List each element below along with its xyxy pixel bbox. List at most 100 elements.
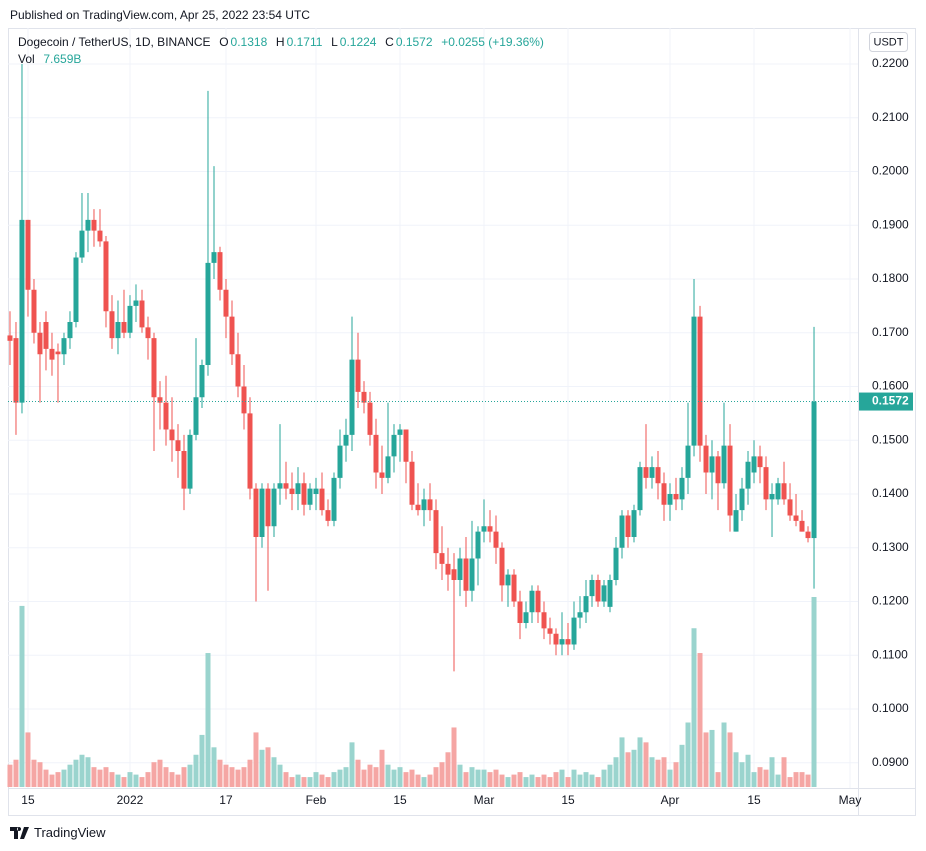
volume-bar bbox=[403, 772, 409, 787]
volume-bar bbox=[523, 777, 529, 787]
ohlc-value: 0.1224 bbox=[339, 35, 377, 49]
volume-bar bbox=[439, 762, 445, 787]
volume-bar bbox=[289, 777, 295, 787]
y-tick-label: 0.2000 bbox=[872, 164, 909, 178]
candle-body bbox=[127, 305, 133, 333]
y-tick-label: 0.1900 bbox=[872, 217, 909, 231]
candle-body bbox=[253, 488, 259, 537]
volume-bar bbox=[259, 749, 265, 787]
volume-bar bbox=[487, 772, 493, 787]
candle-body bbox=[91, 219, 97, 231]
candle-body bbox=[211, 252, 217, 263]
volume-bar bbox=[667, 769, 673, 787]
volume-bar bbox=[391, 769, 397, 787]
candle-body bbox=[541, 612, 547, 629]
candle-body bbox=[709, 456, 715, 473]
currency-label[interactable]: USDT bbox=[874, 36, 904, 48]
volume-bar bbox=[19, 605, 25, 787]
candle-body bbox=[13, 338, 19, 403]
candle-body bbox=[613, 547, 619, 580]
candle-body bbox=[361, 391, 367, 403]
candle-body bbox=[355, 359, 361, 392]
candle-body bbox=[769, 493, 775, 500]
volume-bar bbox=[703, 732, 709, 787]
candle-body bbox=[427, 499, 433, 511]
volume-bar bbox=[271, 757, 277, 787]
volume-bar bbox=[199, 734, 205, 787]
brand-name: TradingView bbox=[34, 825, 106, 840]
candle-body bbox=[271, 488, 277, 527]
candle-body bbox=[781, 483, 787, 500]
volume-bar bbox=[727, 732, 733, 787]
legend-header: Dogecoin / TetherUS, 1D, BINANCE O 0.1318… bbox=[18, 34, 546, 68]
volume-bar bbox=[283, 772, 289, 787]
volume-bar bbox=[139, 777, 145, 787]
volume-bar bbox=[421, 777, 427, 787]
candle-body bbox=[235, 354, 241, 387]
candle-body bbox=[439, 553, 445, 564]
volume-bar bbox=[475, 769, 481, 787]
candle-body bbox=[703, 445, 709, 473]
volume-bar bbox=[769, 757, 775, 787]
candle-body bbox=[325, 510, 331, 521]
volume-bar bbox=[367, 764, 373, 787]
brand-logo: TradingView bbox=[10, 825, 106, 840]
volume-bar bbox=[25, 732, 31, 787]
candle-body bbox=[379, 472, 385, 478]
volume-bar bbox=[385, 764, 391, 787]
candle-body bbox=[571, 617, 577, 645]
candle-body bbox=[163, 402, 169, 430]
y-tick-label: 0.1300 bbox=[872, 540, 909, 554]
volume-bar bbox=[409, 769, 415, 787]
volume-bar bbox=[163, 767, 169, 787]
currency-button[interactable] bbox=[869, 32, 908, 52]
last-price-box bbox=[859, 392, 913, 411]
volume-bar bbox=[115, 774, 121, 787]
volume-layer bbox=[7, 597, 817, 787]
candle-body bbox=[535, 590, 541, 613]
volume-bar bbox=[781, 757, 787, 787]
volume-bar bbox=[325, 777, 331, 787]
volume-bar bbox=[565, 777, 571, 787]
candle-body bbox=[151, 338, 157, 398]
y-tick-label: 0.1400 bbox=[872, 486, 909, 500]
change: +0.0255 (+19.36%) bbox=[441, 35, 544, 49]
volume-bar bbox=[445, 752, 451, 787]
candle-body bbox=[67, 322, 73, 339]
volume-bar bbox=[103, 767, 109, 787]
candle-body bbox=[229, 316, 235, 355]
volume-bar bbox=[715, 772, 721, 787]
volume-bar bbox=[679, 744, 685, 787]
candle-body bbox=[181, 450, 187, 489]
candle-body bbox=[205, 262, 211, 366]
candle-body bbox=[583, 596, 589, 613]
candle-body bbox=[385, 456, 391, 478]
volume-row: Vol 7.659B bbox=[18, 51, 546, 68]
candle-body bbox=[415, 504, 421, 511]
volume-bar bbox=[739, 762, 745, 787]
volume-bar bbox=[649, 757, 655, 787]
candle-body bbox=[289, 488, 295, 494]
volume-bar bbox=[331, 772, 337, 787]
candle-body bbox=[187, 434, 193, 489]
candle-body bbox=[595, 579, 601, 602]
candle-body bbox=[199, 365, 205, 398]
volume-bar bbox=[97, 769, 103, 787]
y-tick-label: 0.1800 bbox=[872, 271, 909, 285]
volume-bar bbox=[343, 767, 349, 787]
candle-body bbox=[349, 359, 355, 435]
volume-bar bbox=[517, 772, 523, 787]
volume-bar bbox=[685, 722, 691, 787]
last-price-label: 0.1572 bbox=[872, 394, 909, 408]
x-tick-label: Mar bbox=[474, 793, 495, 807]
volume-bar bbox=[379, 749, 385, 787]
volume-bar bbox=[451, 727, 457, 787]
candle-body bbox=[733, 510, 739, 532]
candle-body bbox=[499, 547, 505, 586]
candle-body bbox=[715, 456, 721, 484]
volume-bar bbox=[217, 759, 223, 787]
candle-body bbox=[301, 483, 307, 505]
volume-bar bbox=[37, 762, 43, 787]
x-tick-label: 15 bbox=[21, 793, 35, 807]
y-tick-label: 0.1700 bbox=[872, 325, 909, 339]
